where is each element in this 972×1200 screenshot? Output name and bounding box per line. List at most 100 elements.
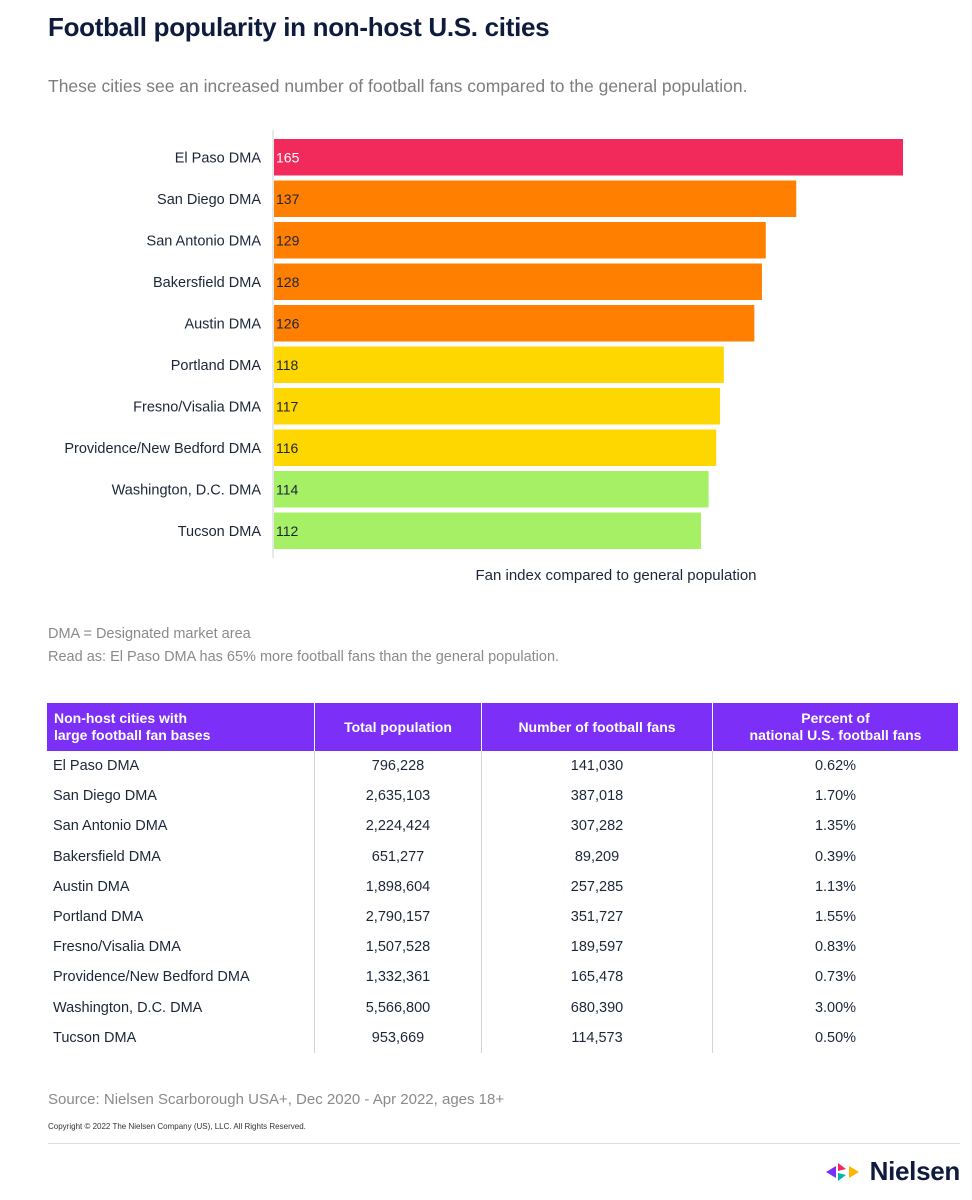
- header-cities-line1: Non-host cities with: [54, 710, 187, 726]
- bar-providence-new-bedford-dma: [274, 429, 717, 466]
- bar-fresno-visalia-dma: [274, 388, 721, 425]
- category-label: Fresno/Visalia DMA: [133, 399, 261, 415]
- cell-total-population: 1,507,528: [314, 932, 482, 963]
- category-label: Portland DMA: [171, 358, 262, 374]
- subtitle: These cities see an increased number of …: [48, 76, 748, 96]
- value-label: 112: [276, 523, 299, 539]
- cell-city: Portland DMA: [47, 901, 315, 933]
- table-row: San Diego DMA 2,635,103 387,018 1.70%: [47, 781, 958, 812]
- nielsen-logo-icon: [825, 1162, 859, 1181]
- cell-city: San Diego DMA: [47, 781, 315, 812]
- category-label: Washington, D.C. DMA: [112, 482, 262, 498]
- value-label: 165: [276, 149, 300, 165]
- copyright-note: Copyright © 2022 The Nielsen Company (US…: [48, 1122, 306, 1131]
- page-title: Football popularity in non-host U.S. cit…: [48, 12, 550, 42]
- cell-football-fans: 257,285: [481, 871, 713, 902]
- cell-city: Providence/New Bedford DMA: [47, 962, 315, 993]
- cell-percent: 0.39%: [814, 848, 857, 865]
- cell-football-fans: 89,209: [481, 841, 713, 872]
- cell-percent: 1.35%: [814, 818, 857, 835]
- footer-divider: [48, 1143, 960, 1144]
- source-note: Source: Nielsen Scarborough USA+, Dec 20…: [48, 1091, 505, 1108]
- bar-bakersfield-dma: [274, 263, 762, 300]
- header-percent-line2: national U.S. football fans: [749, 727, 922, 743]
- cell-percent: 0.83%: [814, 939, 857, 956]
- bar-austin-dma: [274, 305, 755, 342]
- cell-football-fans: 387,018: [481, 781, 713, 812]
- cell-percent: 0.50%: [814, 1029, 857, 1046]
- cell-percent: 3.00%: [814, 999, 857, 1016]
- value-label: 116: [276, 440, 299, 456]
- cell-total-population: 5,566,800: [314, 992, 482, 1023]
- cell-total-population: 796,228: [314, 751, 482, 782]
- cell-total-population: 1,898,604: [314, 871, 482, 902]
- cell-football-fans: 141,030: [481, 751, 713, 782]
- category-label: Bakersfield DMA: [153, 275, 261, 291]
- cell-city: El Paso DMA: [47, 751, 315, 782]
- cell-total-population: 2,635,103: [314, 781, 482, 812]
- category-label: San Diego DMA: [157, 192, 261, 208]
- fan-index-bar-chart: El Paso DMA 165 San Diego DMA 137 San Antoni…: [64, 130, 903, 584]
- table-header-row: Non-host cities with large football fan …: [47, 703, 958, 751]
- dma-definition-note: DMA = Designated market area: [48, 626, 251, 642]
- cell-city: San Antonio DMA: [47, 811, 315, 842]
- header-percent-national: Percent of national U.S. football fans: [712, 703, 958, 751]
- cell-percent: 1.70%: [814, 788, 857, 805]
- x-axis-title: Fan index compared to general population: [475, 567, 756, 584]
- cell-total-population: 1,332,361: [314, 962, 482, 993]
- city-stats-table: Non-host cities with large football fan …: [47, 703, 958, 1053]
- cell-total-population: 651,277: [314, 841, 482, 872]
- header-total-population: Total population: [314, 703, 482, 751]
- cell-football-fans: 680,390: [481, 992, 713, 1023]
- table-row: Tucson DMA 953,669 114,573 0.50%: [47, 1022, 958, 1053]
- cell-city: Tucson DMA: [47, 1022, 315, 1053]
- value-label: 137: [276, 191, 300, 207]
- cell-total-population: 2,224,424: [314, 811, 482, 842]
- value-label: 126: [276, 315, 300, 331]
- header-cities: Non-host cities with large football fan …: [47, 703, 315, 751]
- cell-football-fans: 114,573: [481, 1022, 713, 1053]
- value-label: 129: [276, 232, 300, 248]
- table-row: Austin DMA 1,898,604 257,285 1.13%: [47, 871, 958, 902]
- table-row: Fresno/Visalia DMA 1,507,528 189,597 0.8…: [47, 932, 958, 963]
- category-label: El Paso DMA: [175, 150, 262, 166]
- header-percent-line1: Percent of: [801, 710, 870, 726]
- category-label: San Antonio DMA: [147, 233, 262, 249]
- cell-percent: 0.73%: [814, 969, 857, 986]
- cell-percent: 0.62%: [814, 758, 857, 775]
- header-cities-line2: large football fan bases: [54, 727, 211, 743]
- bar-tucson-dma: [274, 512, 701, 549]
- cell-total-population: 953,669: [314, 1022, 482, 1053]
- nielsen-logo-text: Nielsen: [869, 1156, 961, 1186]
- bar-el-paso-dma: [274, 139, 903, 176]
- category-label: Austin DMA: [184, 316, 261, 332]
- bar-san-antonio-dma: [274, 222, 766, 259]
- cell-city: Bakersfield DMA: [47, 841, 315, 872]
- header-total-population-label: Total population: [344, 718, 452, 735]
- cell-percent: 1.13%: [814, 878, 857, 895]
- cell-football-fans: 307,282: [481, 811, 713, 842]
- table-row: San Antonio DMA 2,224,424 307,282 1.35%: [47, 811, 958, 842]
- table-row: Bakersfield DMA 651,277 89,209 0.39%: [47, 841, 958, 872]
- value-label: 118: [276, 357, 299, 373]
- cell-total-population: 2,790,157: [314, 901, 482, 933]
- header-football-fans: Number of football fans: [481, 703, 713, 751]
- table-row: Providence/New Bedford DMA 1,332,361 165…: [47, 962, 958, 993]
- category-label: Tucson DMA: [178, 524, 262, 540]
- cell-football-fans: 351,727: [481, 901, 713, 933]
- table-row: Portland DMA 2,790,157 351,727 1.55%: [47, 901, 958, 933]
- bar-san-diego-dma: [274, 180, 797, 217]
- header-football-fans-label: Number of football fans: [518, 718, 676, 735]
- read-as-note: Read as: El Paso DMA has 65% more footba…: [48, 649, 560, 665]
- cell-city: Austin DMA: [47, 871, 315, 902]
- cell-city: Washington, D.C. DMA: [47, 992, 315, 1023]
- value-label: 114: [276, 481, 299, 497]
- nielsen-logo: Nielsen: [824, 1156, 960, 1187]
- cell-city: Fresno/Visalia DMA: [47, 932, 315, 963]
- cell-football-fans: 165,478: [481, 962, 713, 993]
- cell-percent: 1.55%: [814, 909, 857, 926]
- category-label: Providence/New Bedford DMA: [64, 441, 261, 457]
- value-label: 128: [276, 274, 300, 290]
- bar-washington-d-c-dma: [274, 471, 709, 508]
- table-row: El Paso DMA 796,228 141,030 0.62%: [47, 751, 958, 782]
